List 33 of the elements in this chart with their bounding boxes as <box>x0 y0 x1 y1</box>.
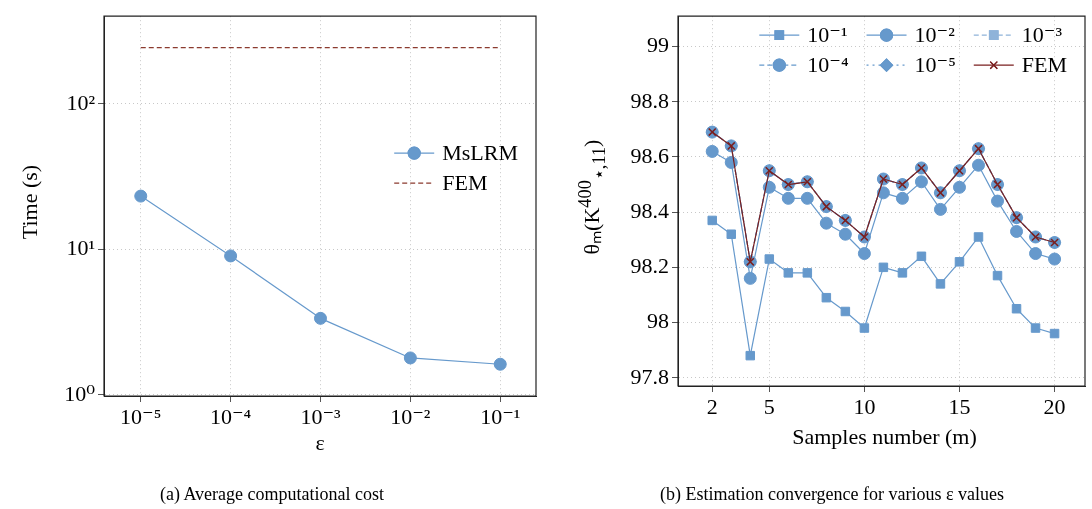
text: (a) Average computational cost <box>159 484 385 505</box>
legend-label: 10⁻³ <box>1021 21 1063 47</box>
y-tick-label: 98.2 <box>630 253 669 279</box>
y-tick-label: 98.6 <box>630 142 669 168</box>
x-tick-label: 10⁻² <box>390 403 431 429</box>
legend-label: MsLRM <box>442 139 518 165</box>
y-tick-label: 98 <box>647 308 669 334</box>
x-tick-label: 10⁻¹ <box>480 403 521 429</box>
legend-label: 10⁻⁵ <box>914 51 956 77</box>
y-tick-label: 98.8 <box>630 87 669 113</box>
y-tick-label: 98.4 <box>630 197 669 223</box>
legend-label: 10⁻² <box>914 21 956 47</box>
text: (b) Estimation convergence for various ε values <box>659 484 1005 505</box>
x-tick-label: 10⁻³ <box>300 403 341 429</box>
legend-label: 10⁻¹ <box>807 21 848 47</box>
x-tick-label: 2 <box>706 393 718 419</box>
x-tick-label: 10⁻⁴ <box>209 403 252 429</box>
x-tick-label: 15 <box>948 393 971 419</box>
y-axis-title: Time (s) <box>17 164 42 240</box>
y-tick-label: 97.8 <box>630 363 669 389</box>
y-tick-label: 10² <box>66 89 96 115</box>
legend-label: FEM <box>1021 51 1068 77</box>
x-tick-label: 20 <box>1043 393 1066 419</box>
x-axis-title: Samples number (m) <box>792 424 977 449</box>
y-tick-label: 10⁰ <box>64 380 96 406</box>
y-tick-label: 99 <box>647 32 669 58</box>
x-tick-label: 10 <box>853 393 876 419</box>
legend-label: 10⁻⁴ <box>807 51 849 77</box>
y-tick-label: 10¹ <box>66 235 95 261</box>
x-tick-label: 5 <box>763 393 775 419</box>
legend-label: FEM <box>442 169 488 195</box>
x-tick-label: 10⁻⁵ <box>120 403 162 429</box>
x-axis-title: ε <box>315 430 325 455</box>
